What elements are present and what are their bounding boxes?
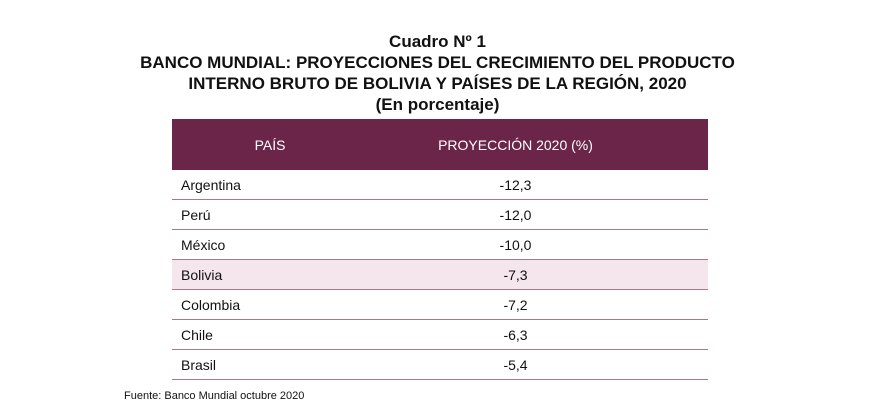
- country-cell: Bolivia: [172, 259, 368, 290]
- source-note: Fuente: Banco Mundial octubre 2020: [124, 390, 305, 402]
- table-title-line-2: INTERNO BRUTO DE BOLIVIA Y PAÍSES DE LA …: [188, 74, 687, 93]
- table-unit-note: (En porcentaje): [375, 95, 500, 114]
- country-cell: Brasil: [172, 349, 368, 380]
- table-title: Cuadro Nº 1 BANCO MUNDIAL: PROYECCIONES …: [0, 31, 875, 115]
- table-row: Colombia -7,2: [172, 289, 708, 320]
- projection-cell: -6,3: [368, 319, 708, 350]
- projection-cell: -12,0: [368, 199, 708, 230]
- projection-cell: -12,3: [368, 170, 708, 200]
- projection-cell: -5,4: [368, 349, 708, 380]
- projection-cell: -10,0: [368, 229, 708, 260]
- projection-cell: -7,3: [368, 259, 708, 290]
- table-row: Argentina -12,3: [172, 170, 708, 200]
- country-cell: México: [172, 229, 368, 260]
- table-header-row: PAÍS PROYECCIÓN 2020 (%): [172, 119, 708, 170]
- table-row: Brasil -5,4: [172, 349, 708, 380]
- table-row: México -10,0: [172, 229, 708, 260]
- country-cell: Argentina: [172, 170, 368, 200]
- country-cell: Chile: [172, 319, 368, 350]
- table-number: Cuadro Nº 1: [389, 32, 486, 51]
- table-row: Chile -6,3: [172, 319, 708, 350]
- header-projection: PROYECCIÓN 2020 (%): [368, 119, 708, 170]
- table-row-highlighted: Bolivia -7,3: [172, 259, 708, 290]
- country-cell: Colombia: [172, 289, 368, 320]
- projection-cell: -7,2: [368, 289, 708, 320]
- table-row: Perú -12,0: [172, 199, 708, 230]
- header-country: PAÍS: [172, 119, 368, 170]
- projection-table: PAÍS PROYECCIÓN 2020 (%) Argentina -12,3…: [172, 119, 708, 380]
- table-title-line-1: BANCO MUNDIAL: PROYECCIONES DEL CRECIMIE…: [140, 53, 735, 72]
- country-cell: Perú: [172, 199, 368, 230]
